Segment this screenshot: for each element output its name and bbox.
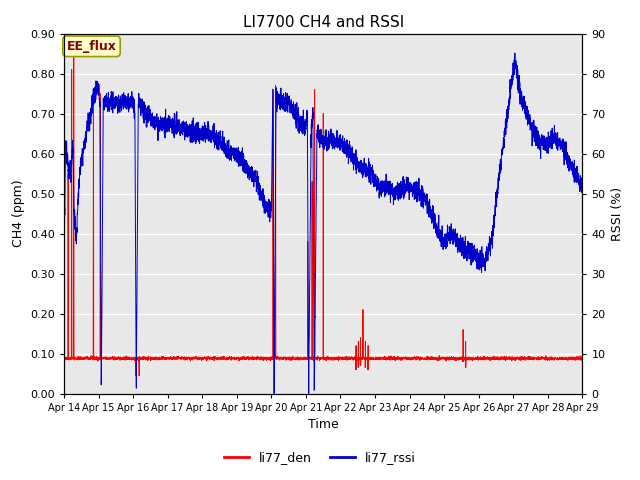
Title: LI7700 CH4 and RSSI: LI7700 CH4 and RSSI — [243, 15, 404, 30]
Y-axis label: RSSI (%): RSSI (%) — [611, 187, 624, 240]
Text: EE_flux: EE_flux — [67, 40, 116, 53]
Y-axis label: CH4 (ppm): CH4 (ppm) — [12, 180, 25, 247]
Legend: li77_den, li77_rssi: li77_den, li77_rssi — [219, 446, 421, 469]
X-axis label: Time: Time — [308, 418, 339, 431]
